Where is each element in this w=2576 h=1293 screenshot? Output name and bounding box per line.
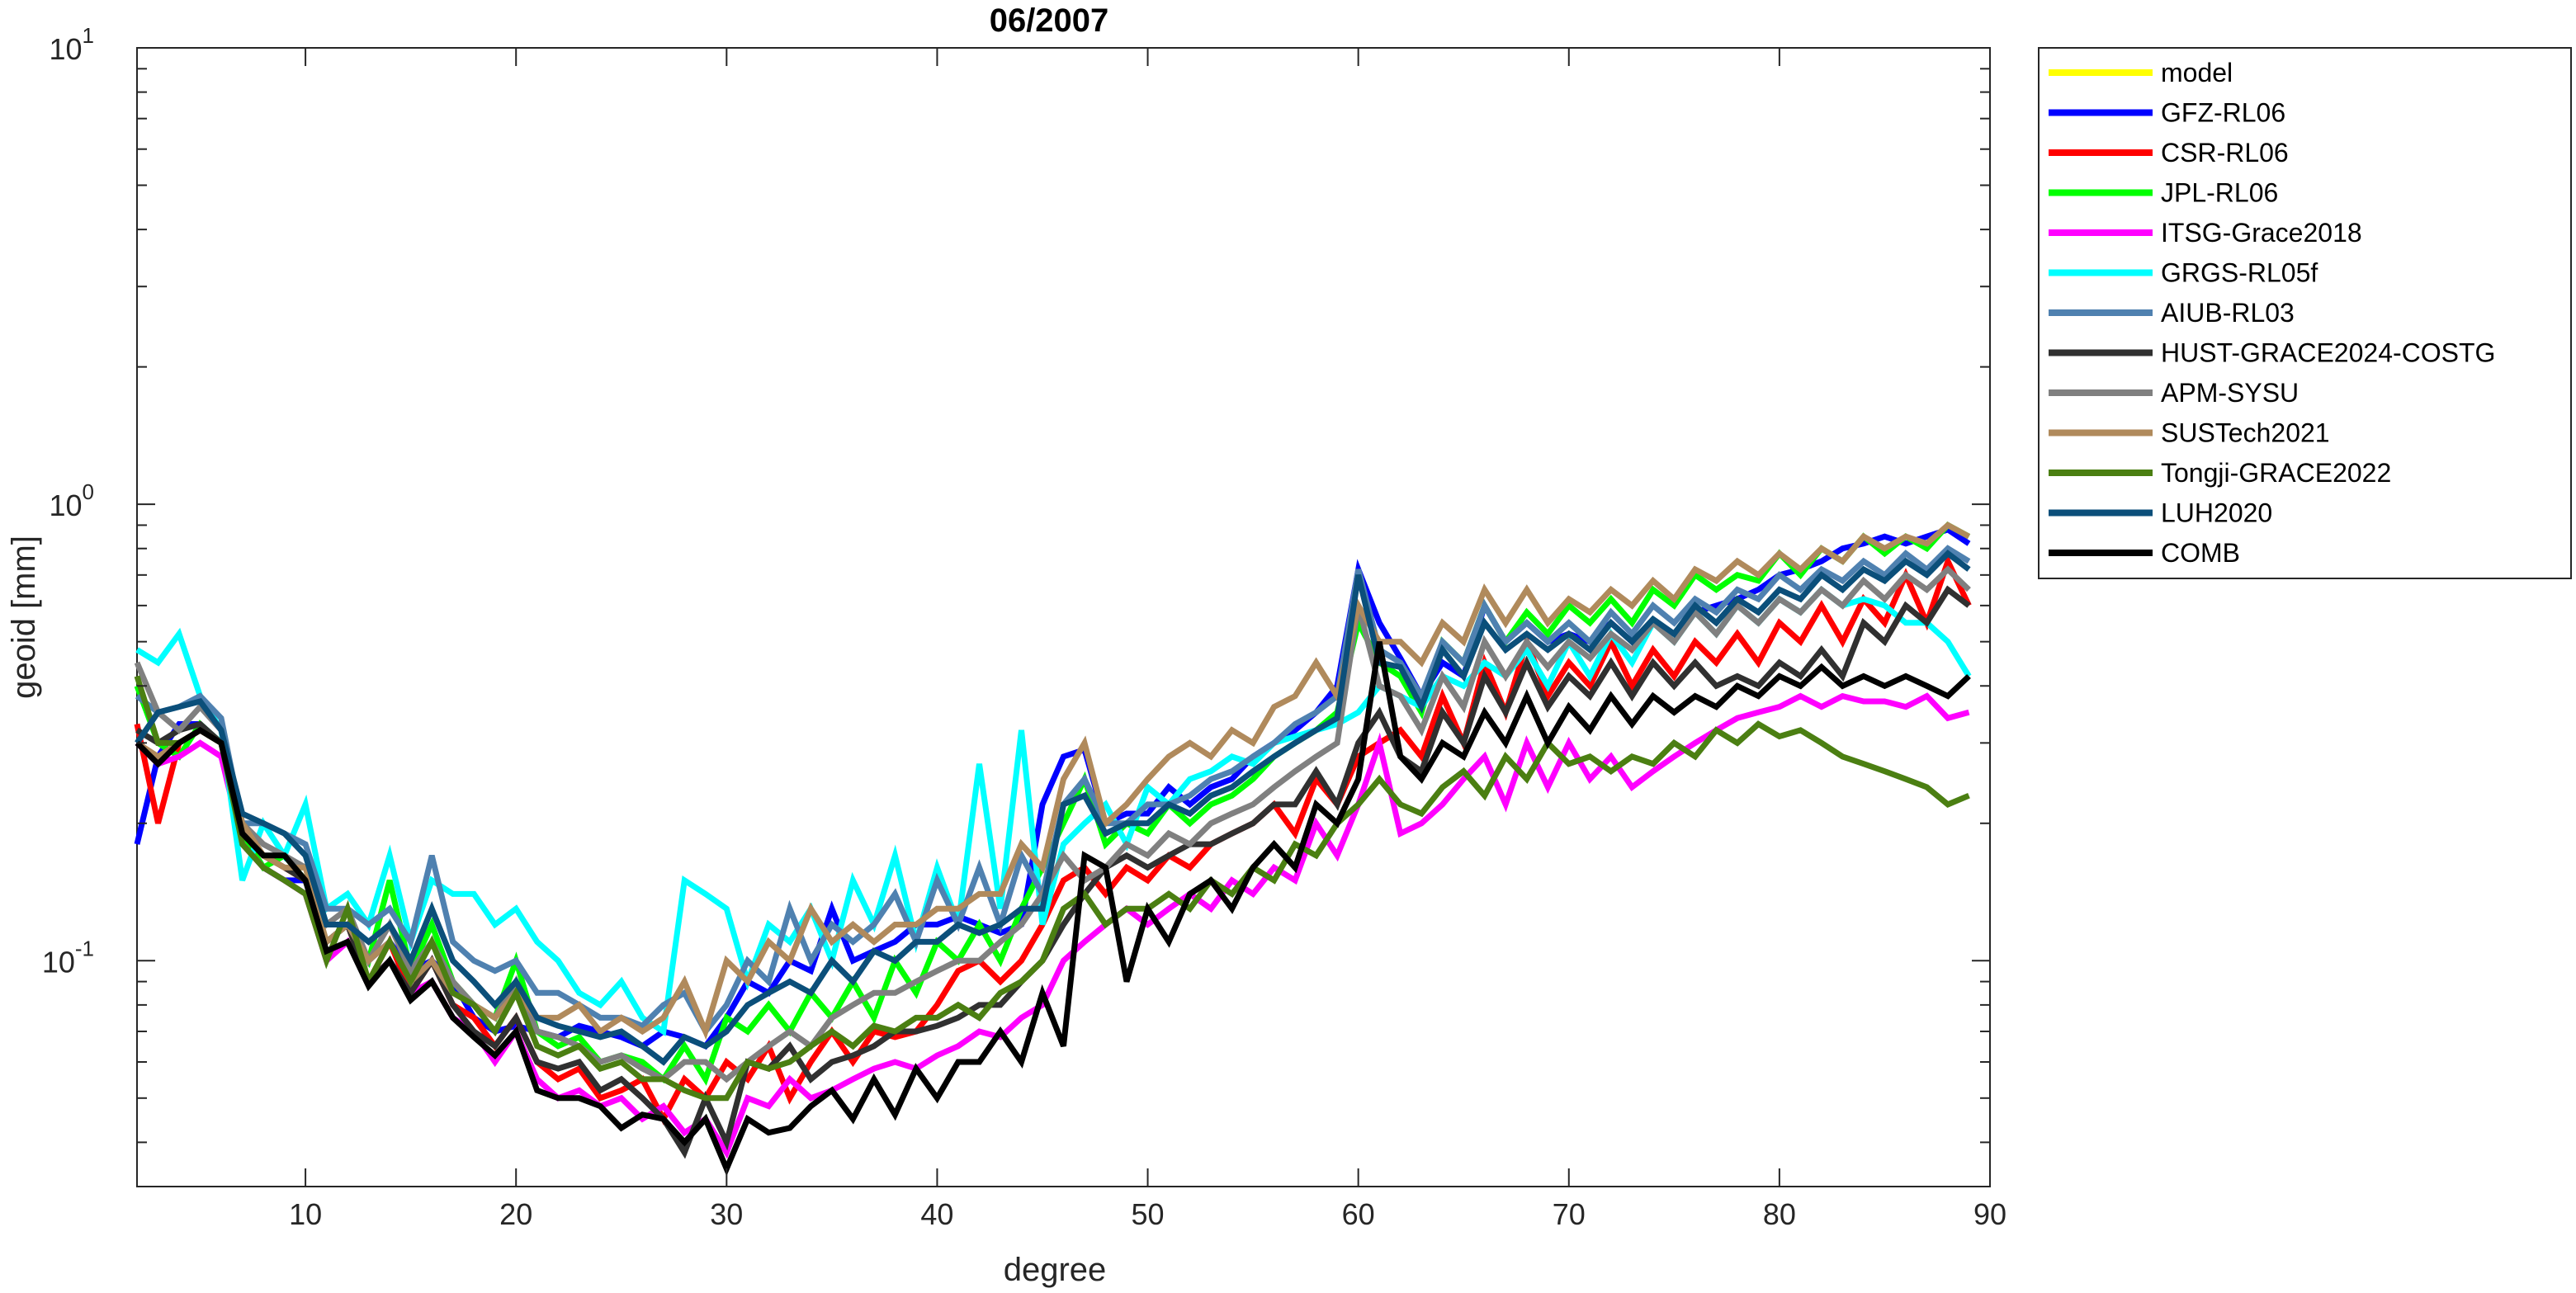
series-line-12: [135, 641, 1971, 1177]
x-tick-label: 10: [289, 1197, 322, 1231]
legend-label-0: model: [2161, 58, 2233, 87]
legend-label-9: SUSTech2021: [2161, 418, 2330, 448]
y-axis: 10-1 100 101: [42, 23, 1990, 1144]
chart-title: 06/2007: [990, 2, 1109, 39]
x-axis: 10 20 30 40 50 60 70 80 90: [289, 48, 2006, 1231]
series-layer: [134, 521, 1972, 1177]
x-tick-label: 20: [499, 1197, 532, 1231]
x-tick-label: 70: [1553, 1197, 1586, 1231]
x-tick-label: 80: [1763, 1197, 1796, 1231]
legend-label-2: CSR-RL06: [2161, 138, 2289, 168]
x-tick-label: 30: [710, 1197, 743, 1231]
y-tick-label: 10-1: [42, 936, 94, 979]
x-tick-label: 50: [1132, 1197, 1165, 1231]
legend-label-12: COMB: [2161, 538, 2240, 568]
series-line-11: [135, 550, 1971, 1066]
x-tick-label: 40: [920, 1197, 953, 1231]
legend-label-7: HUST-GRACE2024-COSTG: [2161, 338, 2495, 368]
series-line-7: [135, 585, 1971, 1159]
y-tick-label: 100: [49, 479, 94, 522]
y-axis-label: geoid [mm]: [6, 536, 42, 699]
series-line-9: [135, 521, 1971, 1041]
legend: model GFZ-RL06 CSR-RL06 JPL-RL06 ITSG-Grace2…: [2038, 47, 2572, 579]
y-tick-label: 101: [49, 23, 94, 66]
legend-label-4: ITSG-Grace2018: [2161, 218, 2362, 248]
legend-label-11: LUH2020: [2161, 498, 2272, 528]
x-tick-label: 90: [1973, 1197, 2006, 1231]
series-line-10: [134, 675, 1970, 1102]
legend-label-3: JPL-RL06: [2161, 178, 2278, 208]
x-axis-label: degree: [1004, 1252, 1107, 1288]
legend-label-10: Tongji-GRACE2022: [2161, 458, 2391, 488]
legend-label-5: GRGS-RL05f: [2161, 258, 2318, 288]
x-tick-label: 60: [1342, 1197, 1375, 1231]
plot-area: 10 20 30 40 50 60 70 80 90 10-1 100 101: [42, 23, 2006, 1231]
legend-label-6: AIUB-RL03: [2161, 298, 2295, 328]
legend-label-1: GFZ-RL06: [2161, 98, 2285, 128]
legend-label-8: APM-SYSU: [2161, 378, 2299, 408]
